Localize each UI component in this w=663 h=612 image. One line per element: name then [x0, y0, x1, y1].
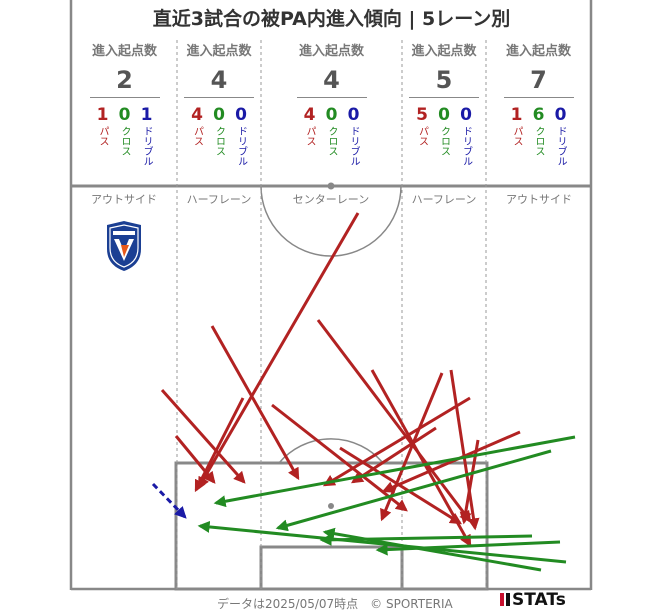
lane-header: 進入起点数 — [91, 44, 157, 59]
lane-name-1: アウトサイド — [91, 193, 157, 206]
lane-divider — [296, 97, 367, 98]
lane-total: 4 — [323, 66, 340, 94]
dribble-count: 0 ドリブル — [347, 105, 360, 167]
goal-area — [259, 545, 404, 591]
stats-logo: STATs — [500, 590, 566, 610]
pass-arrow — [449, 369, 480, 531]
cross-arrows — [197, 435, 576, 572]
dribble-count: 0 ドリブル — [554, 105, 567, 167]
stats-logo-icon — [500, 593, 510, 606]
pass-count: 4 パス — [191, 105, 203, 147]
lane-name-4: ハーフレーン — [411, 193, 477, 206]
penalty-arc — [278, 438, 384, 464]
dribble-arrows — [151, 482, 187, 519]
pass-arrow — [160, 389, 246, 484]
v-varen-nagasaki-crest-icon — [107, 221, 141, 271]
pass-arrow — [339, 446, 463, 525]
dribble-count: 0 ドリブル — [235, 105, 247, 167]
cross-arrow — [322, 527, 542, 572]
lane-total: 4 — [210, 66, 228, 94]
cross-count: 6 クロス — [532, 105, 545, 157]
lane-header: 進入起点数 — [186, 44, 252, 59]
pass-arrow — [194, 397, 245, 493]
pass-arrow — [174, 435, 216, 484]
center-spot — [327, 182, 335, 190]
pass-arrow — [271, 403, 408, 512]
cross-arrow — [375, 540, 561, 556]
lane-header: 進入起点数 — [505, 44, 571, 59]
dribble-count: 1 ドリブル — [140, 105, 153, 167]
pass-arrow — [459, 439, 480, 525]
page-title: 直近3試合の被PA内進入傾向 | 5レーン別 — [152, 8, 511, 30]
dribble-arrow — [151, 482, 187, 519]
lane-dividers — [176, 40, 487, 589]
lane-name-3: センターレーン — [292, 193, 370, 206]
dribble-count: 0 ドリブル — [460, 105, 472, 167]
lane-header: 進入起点数 — [298, 44, 364, 59]
pitch-lines — [69, 0, 593, 591]
pass-count: 1 パス — [96, 105, 109, 147]
data-source-footer: データは2025/05/07時点 © SPORTERIA — [217, 597, 453, 611]
lane-summary-3: 進入起点数 4 4 パス 0 クロス 0 ドリブル — [261, 40, 402, 166]
lane-total: 7 — [530, 66, 547, 94]
lane-total: 5 — [435, 66, 453, 94]
pass-count: 5 パス — [416, 105, 428, 147]
penalty-spot — [328, 503, 334, 509]
pass-arrow — [322, 396, 471, 487]
lane-divider — [409, 97, 479, 98]
cross-count: 0 クロス — [118, 105, 131, 157]
pass-arrow — [316, 319, 472, 523]
pass-arrows — [160, 212, 521, 548]
lane-name-2: ハーフレーン — [186, 193, 252, 206]
lane-divider — [503, 97, 574, 98]
cross-arrow — [275, 449, 552, 532]
lane-summary-1: 進入起点数 2 1 パス 0 クロス 1 ドリブル — [72, 40, 177, 166]
lane-header: 進入起点数 — [411, 44, 477, 59]
lane-divider — [184, 97, 254, 98]
lane-name-5: アウトサイド — [506, 193, 572, 206]
cross-arrow — [213, 435, 576, 508]
lane-summary-5: 進入起点数 7 1 パス 6 クロス 0 ドリブル — [486, 40, 591, 166]
pass-arrow — [197, 212, 360, 490]
cross-count: 0 クロス — [438, 105, 450, 157]
cross-count: 0 クロス — [213, 105, 225, 157]
pass-count: 4 パス — [303, 105, 316, 147]
lane-divider — [89, 97, 160, 98]
pass-count: 1 パス — [510, 105, 523, 147]
cross-count: 0 クロス — [325, 105, 338, 157]
pass-arrow — [210, 325, 300, 481]
cross-arrow — [319, 533, 533, 546]
pass-arrow — [350, 426, 437, 484]
lane-total: 2 — [116, 66, 133, 94]
center-circle — [260, 185, 402, 257]
lane-summary-4: 進入起点数 5 5 パス 0 クロス 0 ドリブル — [402, 40, 486, 166]
pass-arrow — [381, 430, 521, 493]
lane-summary-2: 進入起点数 4 4 パス 0 クロス 0 ドリブル — [177, 40, 261, 166]
